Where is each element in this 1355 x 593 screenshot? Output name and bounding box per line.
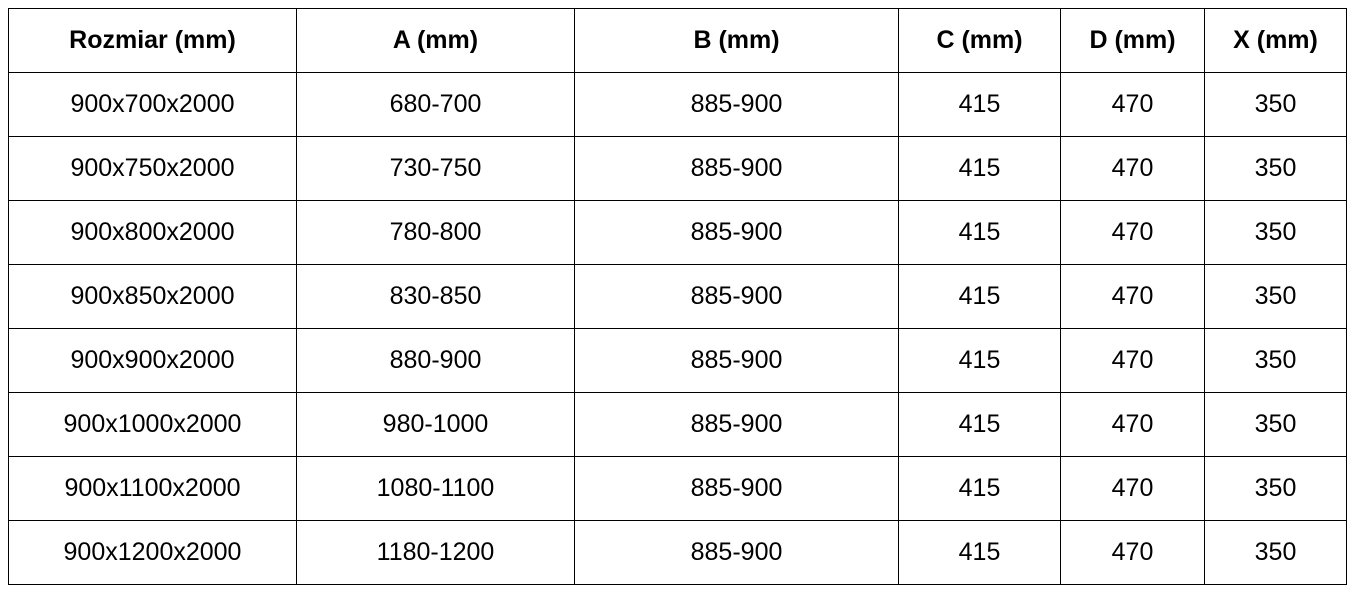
column-header: C (mm) — [898, 8, 1061, 73]
column-header: X (mm) — [1204, 8, 1347, 73]
table-cell: 780-800 — [296, 200, 575, 265]
table-cell: 885-900 — [574, 264, 899, 329]
table-cell: 885-900 — [574, 200, 899, 265]
table-cell: 880-900 — [296, 328, 575, 393]
table-cell: 415 — [898, 200, 1061, 265]
table-cell: 900x850x2000 — [8, 264, 297, 329]
column-header: A (mm) — [296, 8, 575, 73]
table-cell: 900x1100x2000 — [8, 456, 297, 521]
table-cell: 980-1000 — [296, 392, 575, 457]
table-cell: 350 — [1204, 520, 1347, 585]
table-cell: 470 — [1060, 136, 1205, 201]
column-header: D (mm) — [1060, 8, 1205, 73]
table-cell: 350 — [1204, 392, 1347, 457]
table-cell: 415 — [898, 392, 1061, 457]
table-cell: 900x1000x2000 — [8, 392, 297, 457]
table-row: 900x800x2000 780-800 885-900 415 470 350 — [8, 200, 1347, 265]
table-row: 900x900x2000 880-900 885-900 415 470 350 — [8, 328, 1347, 393]
table-row: 900x1200x2000 1180-1200 885-900 415 470 350 — [8, 520, 1347, 585]
table-cell: 415 — [898, 136, 1061, 201]
table-cell: 415 — [898, 328, 1061, 393]
table-cell: 900x1200x2000 — [8, 520, 297, 585]
table-cell: 350 — [1204, 136, 1347, 201]
table-cell: 900x700x2000 — [8, 72, 297, 137]
table-cell: 1080-1100 — [296, 456, 575, 521]
table-row: 900x1000x2000 980-1000 885-900 415 470 350 — [8, 392, 1347, 457]
table-cell: 470 — [1060, 328, 1205, 393]
table-cell: 900x900x2000 — [8, 328, 297, 393]
table-cell: 415 — [898, 264, 1061, 329]
table-cell: 885-900 — [574, 392, 899, 457]
column-header: B (mm) — [574, 8, 899, 73]
table-cell: 415 — [898, 520, 1061, 585]
table-cell: 885-900 — [574, 72, 899, 137]
dimensions-table: Rozmiar (mm) A (mm) B (mm) C (mm) D (mm) X (m… — [8, 8, 1347, 585]
table-cell: 680-700 — [296, 72, 575, 137]
table-row: 900x700x2000 680-700 885-900 415 470 350 — [8, 72, 1347, 137]
table-cell: 470 — [1060, 200, 1205, 265]
table-cell: 730-750 — [296, 136, 575, 201]
header-row: Rozmiar (mm) A (mm) B (mm) C (mm) D (mm) X (m… — [8, 8, 1347, 73]
table-cell: 900x800x2000 — [8, 200, 297, 265]
table-cell: 415 — [898, 72, 1061, 137]
table-cell: 470 — [1060, 264, 1205, 329]
table-cell: 885-900 — [574, 136, 899, 201]
table-cell: 885-900 — [574, 456, 899, 521]
table-cell: 350 — [1204, 456, 1347, 521]
table-cell: 470 — [1060, 72, 1205, 137]
table-cell: 470 — [1060, 520, 1205, 585]
table-cell: 885-900 — [574, 520, 899, 585]
table-cell: 900x750x2000 — [8, 136, 297, 201]
column-header: Rozmiar (mm) — [8, 8, 297, 73]
table-cell: 470 — [1060, 456, 1205, 521]
table-cell: 415 — [898, 456, 1061, 521]
table-cell: 1180-1200 — [296, 520, 575, 585]
table-cell: 350 — [1204, 200, 1347, 265]
table-cell: 350 — [1204, 328, 1347, 393]
table-cell: 830-850 — [296, 264, 575, 329]
table-row: 900x1100x2000 1080-1100 885-900 415 470 350 — [8, 456, 1347, 521]
table-cell: 470 — [1060, 392, 1205, 457]
table-cell: 350 — [1204, 72, 1347, 137]
table-cell: 350 — [1204, 264, 1347, 329]
table-row: 900x850x2000 830-850 885-900 415 470 350 — [8, 264, 1347, 329]
table-cell: 885-900 — [574, 328, 899, 393]
table-row: 900x750x2000 730-750 885-900 415 470 350 — [8, 136, 1347, 201]
